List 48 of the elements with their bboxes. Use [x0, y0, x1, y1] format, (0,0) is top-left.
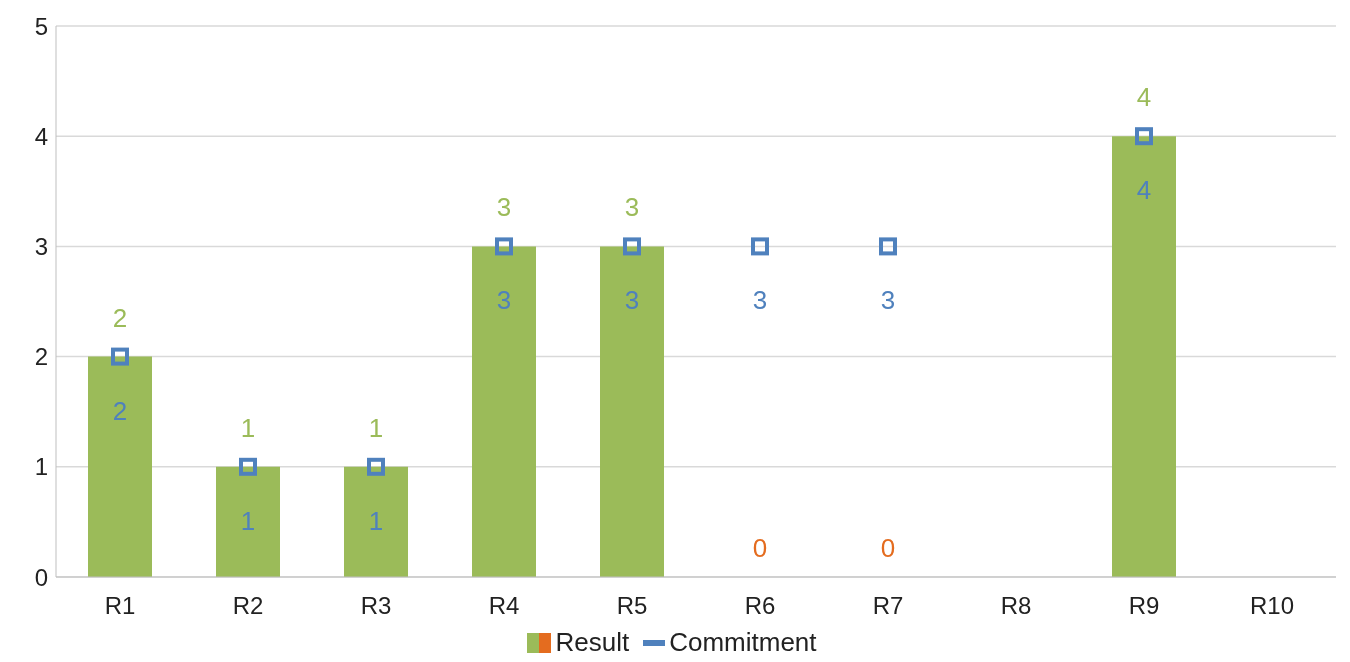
point	[111, 347, 129, 366]
legend-label: Result	[555, 627, 630, 658]
y-tick-label: 1	[34, 453, 48, 481]
x-tick-label: R8	[1000, 592, 1032, 620]
data-label: 3	[496, 192, 512, 223]
point	[751, 237, 769, 256]
y-tick-label: 3	[34, 232, 48, 260]
bar	[88, 356, 152, 577]
y-tick-label: 4	[34, 122, 48, 150]
legend-label: Commitment	[669, 627, 817, 658]
bar	[472, 246, 536, 577]
x-tick-label: R4	[488, 592, 520, 620]
data-label: 0	[880, 533, 896, 563]
x-tick-label: R10	[1249, 592, 1295, 620]
data-label: 3	[880, 285, 896, 316]
bar	[216, 466, 280, 577]
data-label: 2	[112, 395, 128, 426]
data-label: 4	[1136, 82, 1152, 113]
point	[879, 237, 897, 256]
point	[367, 457, 385, 476]
data-label: 4	[1136, 175, 1152, 206]
data-label: 3	[752, 285, 768, 316]
bar	[344, 466, 408, 577]
data-label: 1	[368, 412, 384, 443]
x-tick-label: R3	[360, 592, 392, 620]
y-tick-label: 2	[34, 343, 48, 371]
x-tick-label: R2	[232, 592, 264, 620]
x-tick-label: R7	[872, 592, 904, 620]
data-label: 3	[624, 192, 640, 223]
x-tick-label: R9	[1128, 592, 1160, 620]
data-label: 1	[240, 505, 256, 536]
data-label: 0	[752, 533, 768, 563]
y-tick-label: 0	[34, 563, 48, 591]
data-label: 1	[240, 412, 256, 443]
x-tick-label: R1	[104, 592, 136, 620]
bar	[1112, 136, 1176, 577]
point	[239, 457, 257, 476]
data-label: 2	[112, 302, 128, 333]
data-label: 1	[368, 505, 384, 536]
x-tick-label: R6	[744, 592, 776, 620]
data-label: 3	[624, 285, 640, 316]
point	[495, 237, 513, 256]
point	[1135, 127, 1153, 146]
x-tick-label: R5	[616, 592, 648, 620]
point	[623, 237, 641, 256]
y-tick-label: 5	[34, 12, 48, 40]
data-label: 3	[496, 285, 512, 316]
bar	[600, 246, 664, 577]
